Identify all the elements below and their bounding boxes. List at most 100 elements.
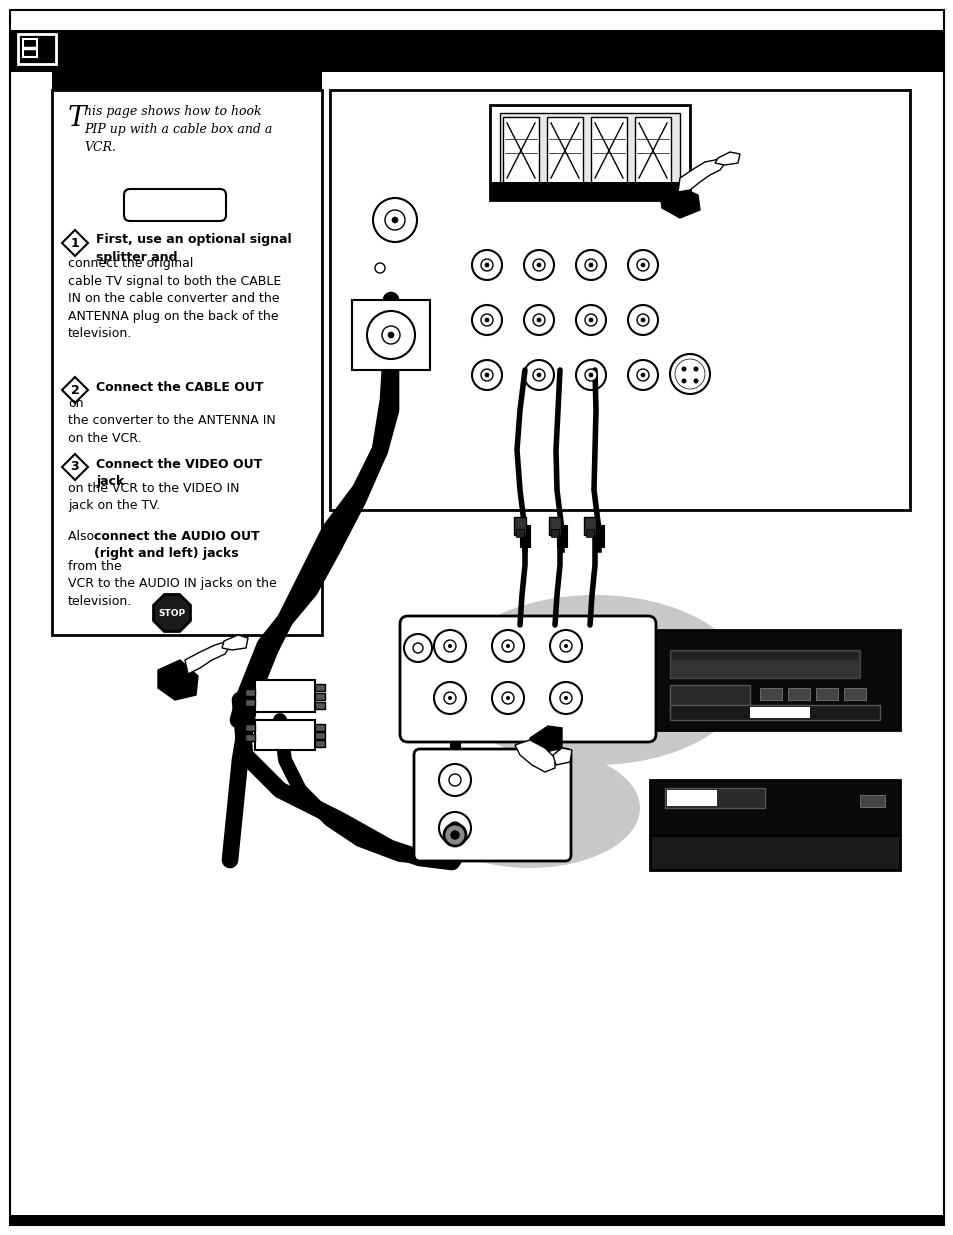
Text: 1: 1: [71, 236, 79, 249]
Text: on
the converter to the ANTENNA IN
on the VCR.: on the converter to the ANTENNA IN on th…: [68, 396, 275, 445]
Bar: [551, 529, 558, 537]
Circle shape: [637, 259, 648, 270]
Bar: [254, 680, 314, 713]
Circle shape: [438, 764, 471, 797]
Polygon shape: [515, 740, 555, 772]
Bar: [635, 117, 670, 184]
Bar: [760, 688, 781, 700]
Text: connect the original
cable TV signal to both the CABLE
IN on the cable converter: connect the original cable TV signal to …: [68, 257, 281, 340]
Bar: [815, 688, 837, 700]
Text: Also: Also: [68, 530, 98, 543]
Circle shape: [680, 367, 686, 372]
Circle shape: [448, 643, 452, 648]
Bar: [314, 701, 325, 709]
Circle shape: [637, 369, 648, 382]
Circle shape: [576, 359, 605, 390]
Circle shape: [484, 263, 489, 267]
Circle shape: [434, 682, 465, 714]
Circle shape: [669, 354, 709, 394]
Bar: [23, 40, 37, 57]
Circle shape: [472, 305, 501, 335]
Circle shape: [588, 317, 593, 322]
FancyBboxPatch shape: [414, 748, 571, 861]
Circle shape: [537, 263, 540, 267]
Bar: [52, 90, 322, 635]
Bar: [843, 688, 865, 700]
Bar: [245, 724, 254, 731]
Bar: [516, 529, 523, 537]
Circle shape: [523, 249, 554, 280]
Bar: [669, 650, 859, 678]
Circle shape: [413, 643, 422, 653]
FancyBboxPatch shape: [124, 189, 226, 221]
Bar: [664, 788, 764, 808]
Circle shape: [472, 359, 501, 390]
Bar: [10, 1215, 943, 1225]
Circle shape: [533, 369, 544, 382]
Polygon shape: [153, 594, 191, 631]
Text: Connect the CABLE OUT: Connect the CABLE OUT: [96, 382, 263, 394]
Text: on the VCR to the VIDEO IN
jack on the TV.: on the VCR to the VIDEO IN jack on the T…: [68, 482, 239, 513]
Circle shape: [693, 367, 698, 372]
Circle shape: [501, 692, 514, 704]
Text: from the
VCR to the AUDIO IN jacks on the
television.: from the VCR to the AUDIO IN jacks on th…: [68, 559, 276, 608]
Bar: [590, 117, 626, 184]
Polygon shape: [62, 454, 88, 480]
Polygon shape: [222, 635, 248, 650]
Bar: [649, 835, 899, 869]
Circle shape: [576, 305, 605, 335]
Circle shape: [523, 359, 554, 390]
Bar: [585, 529, 594, 537]
Text: connect the AUDIO OUT
(right and left) jacks: connect the AUDIO OUT (right and left) j…: [94, 530, 259, 561]
Circle shape: [385, 210, 405, 230]
Circle shape: [588, 373, 593, 377]
Circle shape: [640, 317, 644, 322]
Bar: [314, 740, 325, 747]
Circle shape: [375, 263, 385, 273]
Circle shape: [501, 640, 514, 652]
Circle shape: [388, 332, 394, 338]
Bar: [514, 517, 525, 535]
Bar: [245, 689, 254, 697]
Circle shape: [550, 682, 581, 714]
Bar: [546, 117, 582, 184]
Circle shape: [637, 314, 648, 326]
Circle shape: [381, 326, 399, 345]
Circle shape: [588, 263, 593, 267]
Polygon shape: [62, 230, 88, 256]
Text: Connect the VIDEO OUT
jack: Connect the VIDEO OUT jack: [96, 458, 262, 489]
Circle shape: [627, 305, 658, 335]
Polygon shape: [62, 377, 88, 403]
Circle shape: [484, 317, 489, 322]
Circle shape: [434, 630, 465, 662]
Polygon shape: [553, 748, 572, 764]
Circle shape: [443, 692, 456, 704]
Bar: [499, 112, 679, 188]
Circle shape: [563, 643, 567, 648]
Circle shape: [449, 774, 460, 785]
Bar: [490, 182, 689, 200]
Circle shape: [576, 249, 605, 280]
Polygon shape: [185, 642, 230, 674]
Circle shape: [533, 259, 544, 270]
Circle shape: [537, 373, 540, 377]
Bar: [669, 685, 749, 713]
Bar: [10, 30, 943, 72]
Circle shape: [438, 811, 471, 844]
Circle shape: [472, 249, 501, 280]
Bar: [314, 724, 325, 731]
Bar: [314, 693, 325, 700]
Circle shape: [480, 314, 493, 326]
Bar: [245, 699, 254, 706]
Bar: [669, 705, 879, 720]
Circle shape: [443, 640, 456, 652]
Circle shape: [584, 259, 597, 270]
Circle shape: [392, 217, 397, 224]
Circle shape: [373, 198, 416, 242]
Circle shape: [627, 249, 658, 280]
Polygon shape: [158, 659, 198, 700]
Circle shape: [550, 630, 581, 662]
Circle shape: [448, 697, 452, 700]
Circle shape: [640, 263, 644, 267]
Bar: [671, 652, 857, 659]
